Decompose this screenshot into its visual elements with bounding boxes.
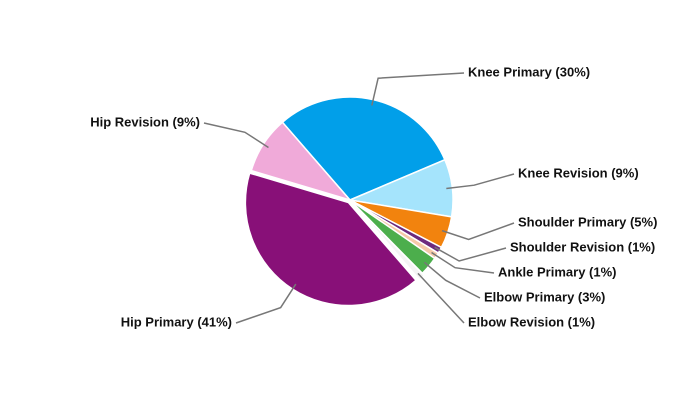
leader-line [434, 246, 507, 262]
slice-label: Knee Primary (30%) [468, 64, 590, 79]
leader-line [371, 72, 465, 106]
leader-line [423, 261, 481, 299]
leader-line [446, 173, 515, 190]
leader-line [441, 222, 515, 241]
slice-label: Shoulder Revision (1%) [510, 239, 655, 254]
leader-line [417, 272, 465, 324]
slice-label: Knee Revision (9%) [518, 165, 639, 180]
slice-label: Shoulder Primary (5%) [518, 214, 657, 229]
leader-line [431, 251, 495, 274]
leader-line [235, 283, 297, 324]
slice-label: Elbow Revision (1%) [468, 314, 595, 329]
slice-label: Hip Revision (9%) [90, 114, 200, 129]
leader-line [203, 122, 269, 149]
slice-label: Ankle Primary (1%) [498, 264, 617, 279]
slice-label: Hip Primary (41%) [121, 314, 232, 329]
slice-label: Elbow Primary (3%) [484, 289, 605, 304]
